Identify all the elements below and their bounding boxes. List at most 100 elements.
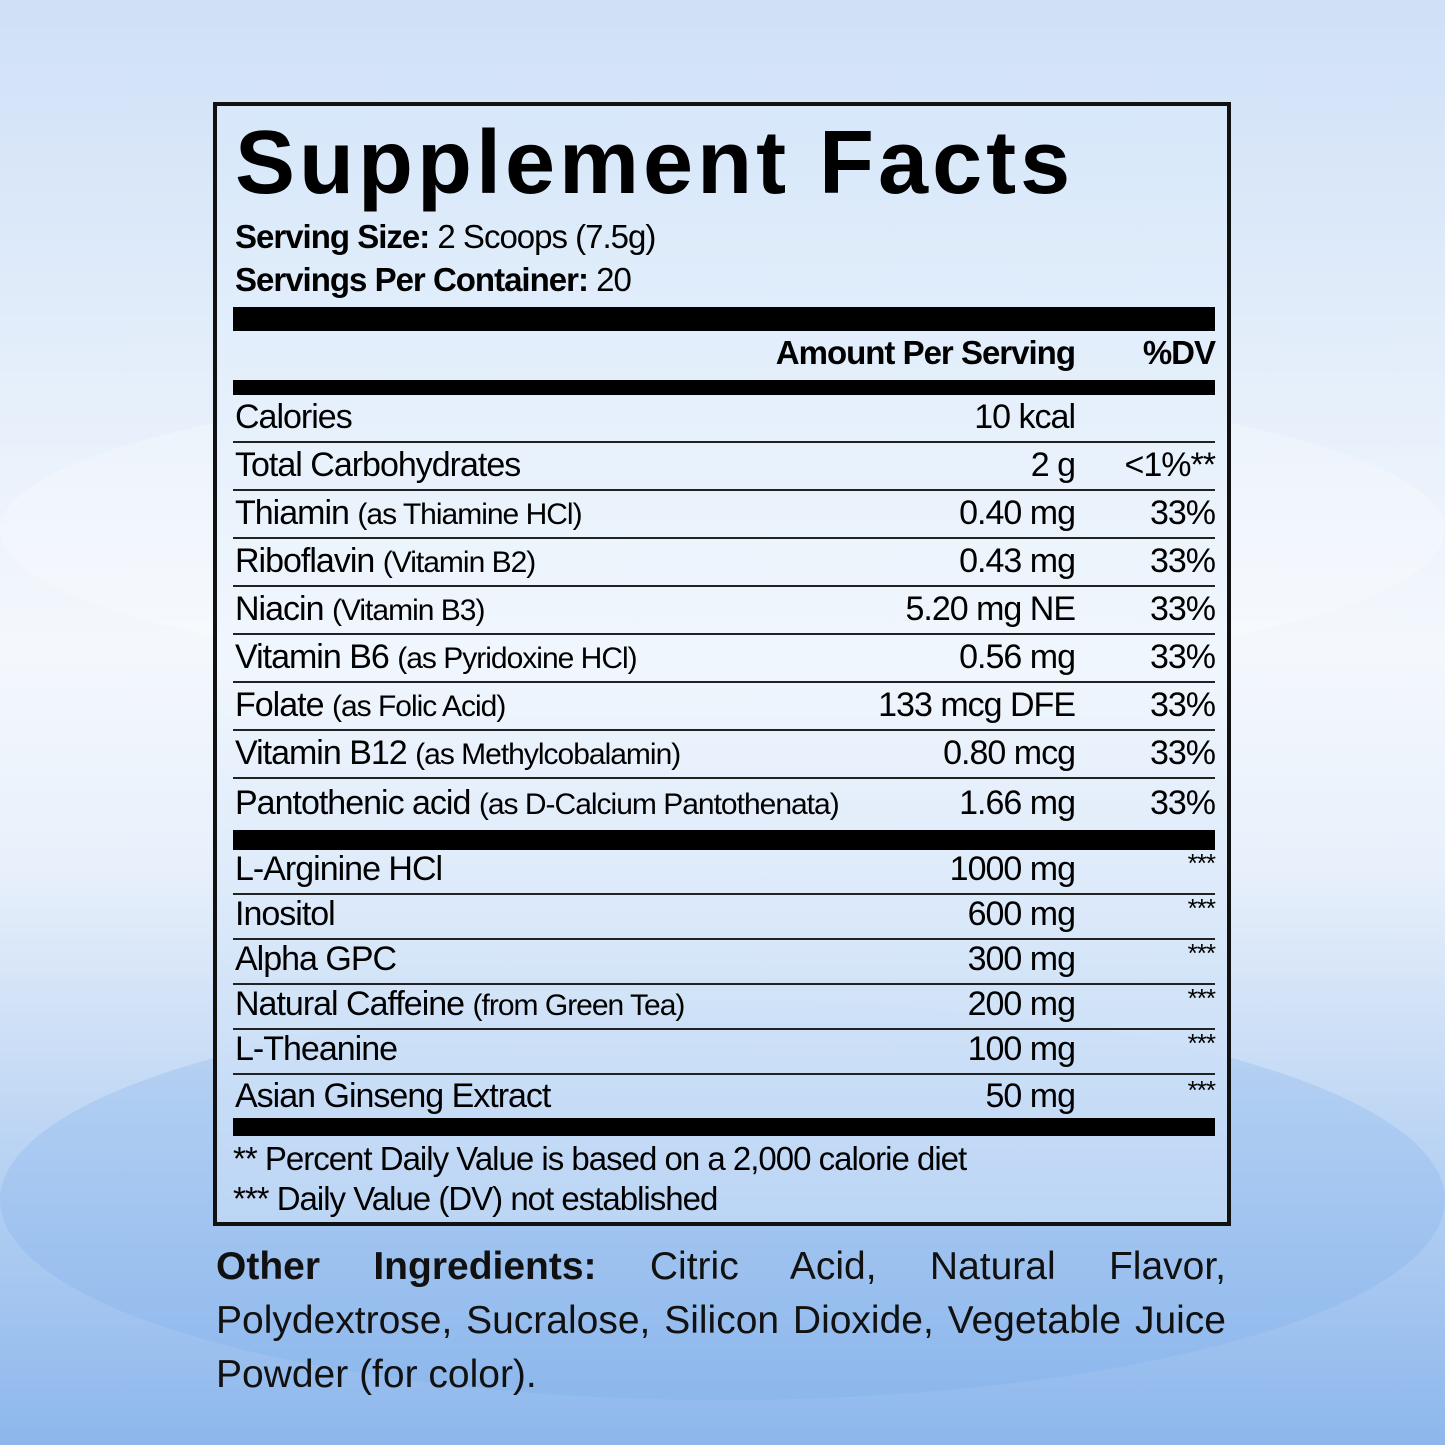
- table-row: Niacin (Vitamin B3) 5.20 mg NE 33%: [233, 587, 1216, 635]
- servings-value: 20: [596, 261, 632, 298]
- nutrient-note: (from Green Tea): [472, 989, 686, 1022]
- table-row: Asian Ginseng Extract 50 mg ***: [233, 1075, 1216, 1120]
- nutrient-amount: 0.40 mg: [959, 494, 1076, 532]
- nutrient-name: Total Carbohydrates: [235, 446, 521, 485]
- nutrient-label: Pantothenic acid: [235, 784, 471, 822]
- nutrient-dv: ***: [1187, 1028, 1216, 1058]
- nutrient-note: (as Methylcobalamin): [415, 738, 681, 771]
- nutrient-label: Calories: [235, 398, 353, 436]
- nutrient-dv: ***: [1187, 1075, 1216, 1105]
- table-row: Vitamin B6 (as Pyridoxine HCl) 0.56 mg 3…: [233, 635, 1216, 683]
- divider-thick: [233, 1118, 1215, 1136]
- nutrient-name: Niacin (Vitamin B3): [235, 590, 486, 629]
- serving-size: Serving Size: 2 Scoops (7.5g): [235, 217, 656, 257]
- nutrient-name: Vitamin B6 (as Pyridoxine HCl): [235, 638, 638, 677]
- nutrient-label: Alpha GPC: [235, 940, 397, 978]
- nutrient-dv: <1%**: [1124, 446, 1216, 484]
- nutrient-name: Folate (as Folic Acid): [235, 686, 506, 725]
- nutrient-amount: 0.56 mg: [959, 638, 1076, 676]
- nutrient-label: Inositol: [235, 895, 336, 933]
- table-row: Folate (as Folic Acid) 133 mcg DFE 33%: [233, 683, 1216, 731]
- divider-thick: [233, 380, 1215, 395]
- nutrient-dv: 33%: [1149, 542, 1216, 580]
- nutrient-label: Total Carbohydrates: [235, 446, 521, 484]
- nutrient-dv: ***: [1187, 938, 1216, 968]
- nutrient-label: Thiamin: [235, 494, 350, 532]
- nutrient-name: Riboflavin (Vitamin B2): [235, 542, 537, 581]
- nutrient-amount: 2 g: [1030, 446, 1076, 484]
- column-header: Amount Per Serving %DV: [233, 334, 1216, 374]
- nutrient-label: L-Theanine: [235, 1030, 398, 1068]
- nutrient-amount: 5.20 mg NE: [905, 590, 1076, 628]
- table-row: Total Carbohydrates 2 g <1%**: [233, 443, 1216, 491]
- divider-thick: [233, 830, 1215, 850]
- table-row: Thiamin (as Thiamine HCl) 0.40 mg 33%: [233, 491, 1216, 539]
- nutrient-dv: 33%: [1149, 734, 1216, 772]
- nutrient-dv: 33%: [1149, 784, 1216, 822]
- table-row: Alpha GPC 300 mg ***: [233, 938, 1216, 985]
- nutrient-note: (as D-Calcium Pantothenata): [478, 788, 840, 821]
- nutrient-amount: 1000 mg: [949, 850, 1076, 888]
- nutrient-dv: ***: [1187, 983, 1216, 1013]
- nutrient-dv: 33%: [1149, 686, 1216, 724]
- nutrient-amount: 0.80 mcg: [943, 734, 1076, 772]
- nutrient-note: (as Thiamine HCl): [357, 498, 582, 531]
- table-row: Calories 10 kcal: [233, 395, 1215, 443]
- nutrient-label: Vitamin B12: [235, 734, 408, 772]
- nutrient-label: Vitamin B6: [235, 638, 390, 676]
- footnote-dv: ** Percent Daily Value is based on a 2,0…: [233, 1140, 967, 1177]
- nutrient-name: L-Theanine: [235, 1030, 398, 1069]
- nutrient-name: Thiamin (as Thiamine HCl): [235, 494, 583, 533]
- nutrient-amount: 0.43 mg: [959, 542, 1076, 580]
- nutrient-amount: 10 kcal: [974, 398, 1076, 436]
- nutrient-label: Asian Ginseng Extract: [235, 1077, 551, 1115]
- nutrient-amount: 300 mg: [967, 940, 1076, 978]
- supplement-facts-panel: Supplement Facts Serving Size: 2 Scoops …: [213, 102, 1231, 1226]
- nutrient-name: Alpha GPC: [235, 940, 397, 979]
- table-row: Inositol 600 mg ***: [233, 893, 1216, 940]
- nutrient-name: Asian Ginseng Extract: [235, 1077, 551, 1116]
- nutrient-name: Vitamin B12 (as Methylcobalamin): [235, 734, 681, 773]
- nutrient-dv: 33%: [1149, 638, 1216, 676]
- nutrient-amount: 200 mg: [967, 985, 1076, 1023]
- nutrient-name: Natural Caffeine (from Green Tea): [235, 985, 686, 1024]
- nutrient-dv: ***: [1187, 893, 1216, 923]
- nutrient-name: L-Arginine HCl: [235, 850, 443, 889]
- divider-thick: [233, 307, 1215, 331]
- nutrient-dv: ***: [1187, 848, 1216, 878]
- nutrient-label: Niacin: [235, 590, 324, 628]
- servings-label: Servings Per Container:: [235, 261, 589, 298]
- nutrient-label: Folate: [235, 686, 324, 724]
- table-row: Natural Caffeine (from Green Tea) 200 mg…: [233, 983, 1216, 1030]
- page-title: Supplement Facts: [235, 113, 1075, 213]
- serving-size-label: Serving Size:: [235, 218, 430, 255]
- table-row: Riboflavin (Vitamin B2) 0.43 mg 33%: [233, 539, 1216, 587]
- other-ingredients-label: Other Ingredients:: [216, 1245, 597, 1288]
- nutrient-label: Natural Caffeine: [235, 985, 465, 1023]
- nutrient-amount: 133 mcg DFE: [878, 686, 1076, 724]
- header-dv: %DV: [1142, 334, 1216, 371]
- nutrient-name: Calories: [235, 398, 353, 437]
- nutrient-name: Pantothenic acid (as D-Calcium Pantothen…: [235, 784, 840, 823]
- nutrient-dv: 33%: [1149, 590, 1216, 628]
- table-row: L-Theanine 100 mg ***: [233, 1028, 1216, 1075]
- nutrient-note: (Vitamin B2): [382, 546, 537, 579]
- header-amount: Amount Per Serving: [775, 334, 1076, 371]
- nutrient-note: (Vitamin B3): [331, 594, 486, 627]
- nutrient-amount: 1.66 mg: [959, 784, 1076, 822]
- nutrient-name: Inositol: [235, 895, 336, 934]
- footnote-not-established: *** Daily Value (DV) not established: [233, 1180, 718, 1217]
- table-row: Pantothenic acid (as D-Calcium Pantothen…: [233, 779, 1216, 827]
- nutrient-amount: 100 mg: [967, 1030, 1076, 1068]
- nutrient-amount: 600 mg: [967, 895, 1076, 933]
- other-ingredients-text: Citric Acid, Natural Flavor, Polydextros…: [216, 1245, 1226, 1396]
- servings-per-container: Servings Per Container: 20: [235, 260, 632, 300]
- nutrient-dv: 33%: [1149, 494, 1216, 532]
- nutrient-label: Riboflavin: [235, 542, 375, 580]
- nutrient-note: (as Pyridoxine HCl): [397, 642, 637, 675]
- nutrient-note: (as Folic Acid): [331, 690, 506, 723]
- nutrient-label: L-Arginine HCl: [235, 850, 443, 888]
- other-ingredients: Other Ingredients: Citric Acid, Natural …: [216, 1240, 1226, 1402]
- table-row: Vitamin B12 (as Methylcobalamin) 0.80 mc…: [233, 731, 1216, 779]
- nutrient-amount: 50 mg: [985, 1077, 1076, 1115]
